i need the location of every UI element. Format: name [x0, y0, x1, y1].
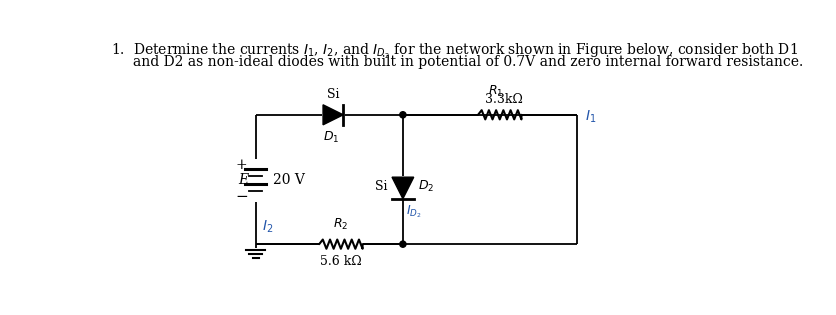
Polygon shape — [392, 177, 414, 199]
Text: E: E — [237, 173, 248, 187]
Polygon shape — [323, 105, 344, 125]
Text: $R_2$: $R_2$ — [334, 217, 349, 232]
Text: 1.  Determine the currents $I_1$, $I_2$, and $I_{D_2}$ for the network shown in : 1. Determine the currents $I_1$, $I_2$, … — [110, 42, 798, 61]
Circle shape — [400, 112, 406, 118]
Text: +: + — [236, 158, 247, 172]
Text: 3.3kΩ: 3.3kΩ — [485, 93, 522, 106]
Text: Si: Si — [327, 88, 339, 101]
Text: and D2 as non-ideal diodes with built in potential of 0.7V and zero internal for: and D2 as non-ideal diodes with built in… — [110, 55, 803, 69]
Text: −: − — [235, 190, 248, 204]
Text: $D_2$: $D_2$ — [418, 179, 435, 194]
Text: Si: Si — [375, 180, 387, 193]
Text: $I_2$: $I_2$ — [262, 219, 273, 235]
Text: $D_1$: $D_1$ — [324, 130, 339, 145]
Circle shape — [400, 241, 406, 247]
Text: $I_{D_2}$: $I_{D_2}$ — [406, 203, 421, 220]
Text: $I_1$: $I_1$ — [585, 108, 596, 124]
Text: 5.6 kΩ: 5.6 kΩ — [320, 255, 362, 268]
Text: $R_1$: $R_1$ — [488, 84, 503, 100]
Text: 20 V: 20 V — [273, 173, 304, 187]
